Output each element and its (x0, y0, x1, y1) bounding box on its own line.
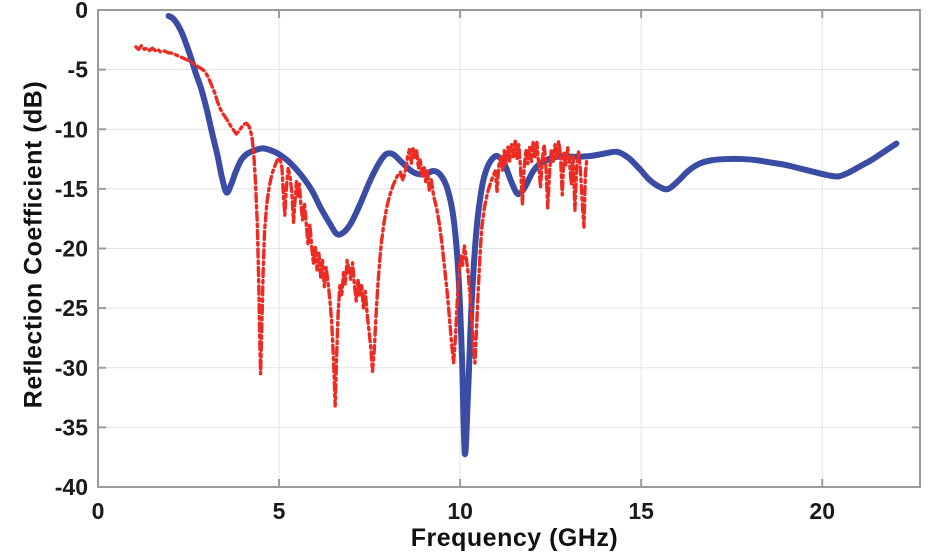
blue-solid-curve (165, 12, 900, 457)
x-tick-labels: 0 5 10 15 20 (92, 498, 835, 524)
y-tick-label: -35 (55, 414, 88, 440)
gridlines (97, 9, 920, 488)
y-tick-label: -20 (55, 236, 88, 262)
x-axis-title: Frequency (GHz) (410, 524, 619, 552)
y-tick-labels: 0 -5 -10 -15 -20 -25 -30 -35 -40 (55, 0, 88, 500)
y-tick-label: -5 (68, 57, 89, 83)
y-tick-label: -10 (55, 116, 88, 142)
y-tick-label: -15 (55, 176, 88, 202)
x-tick-label: 15 (628, 498, 654, 524)
y-tick-label: -30 (55, 355, 88, 381)
x-tick-label: 20 (809, 498, 835, 524)
x-tick-label: 0 (92, 498, 105, 524)
red-dash-dot-curve (134, 44, 589, 408)
x-tick-label: 5 (273, 498, 286, 524)
series-group (134, 12, 900, 457)
y-tick-label: -40 (55, 474, 88, 500)
y-axis-title: Reflection Coefficient (dB) (19, 80, 48, 409)
y-tick-label: 0 (75, 0, 88, 23)
y-tick-label: -25 (55, 295, 88, 321)
x-tick-label: 10 (447, 498, 473, 524)
tick-marks (97, 9, 920, 488)
